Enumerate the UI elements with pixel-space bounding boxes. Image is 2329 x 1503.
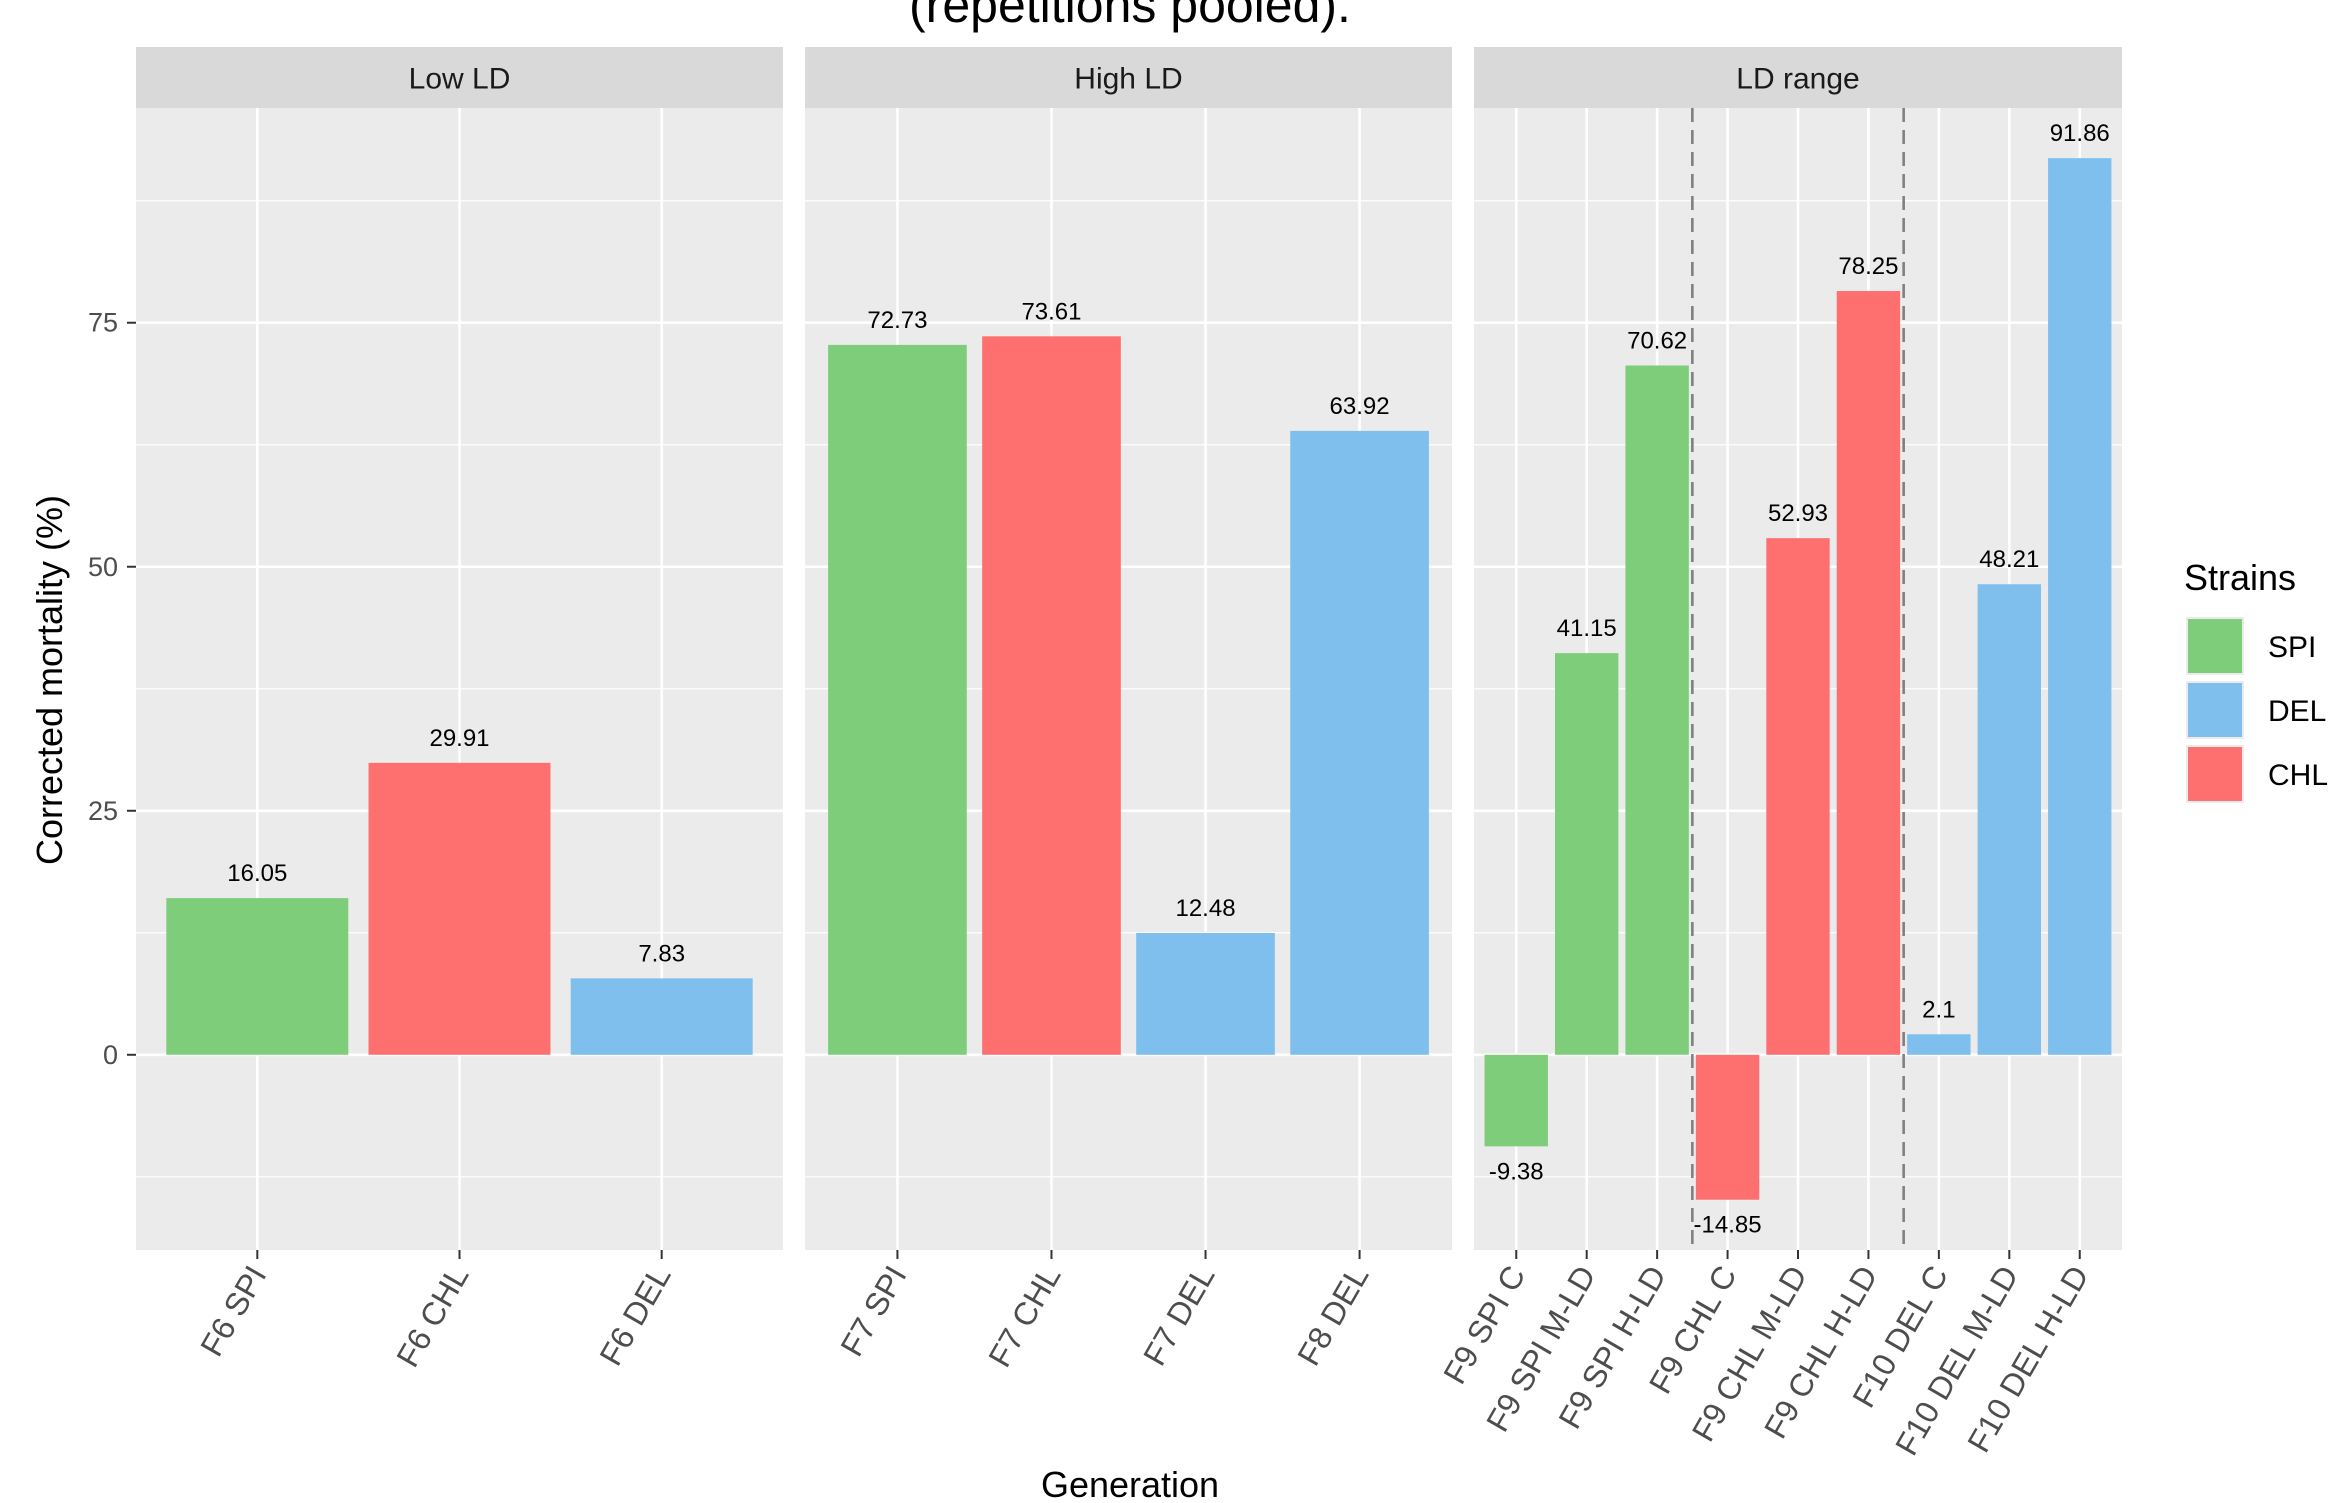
y-axis-title: Corrected mortality (%) xyxy=(29,495,70,865)
x-axis-title: Generation xyxy=(1041,1464,1219,1503)
facet-strip xyxy=(136,47,783,108)
y-tick-label: 25 xyxy=(88,796,118,826)
bar xyxy=(1484,1054,1548,1147)
bar-value-label: 7.83 xyxy=(638,940,685,967)
chart-title: (repetitions pooled). xyxy=(909,0,1351,33)
x-tick-label: F7 DEL xyxy=(1136,1260,1221,1372)
bar-value-label: -14.85 xyxy=(1694,1212,1762,1239)
bar-value-label: 52.93 xyxy=(1768,500,1828,527)
y-tick-label: 50 xyxy=(88,552,118,582)
legend-swatch xyxy=(2188,619,2242,673)
x-tick-label: F7 CHL xyxy=(981,1260,1067,1373)
bar xyxy=(1555,653,1619,1055)
bar-value-label: 29.91 xyxy=(429,725,489,752)
bar-value-label: 12.48 xyxy=(1175,895,1235,922)
y-tick-label: 75 xyxy=(88,308,118,338)
bar-value-label: 63.92 xyxy=(1330,393,1390,420)
facet-panel: Low LD 16.05 29.91 7.83 F6 SPI F6 CHL F6 DEL xyxy=(136,47,783,1373)
facet-panels: Low LD 16.05 29.91 7.83 F6 SPI F6 CHL F6 DEL Hi… xyxy=(136,47,2122,1461)
x-tick-label: F7 SPI xyxy=(833,1260,913,1363)
facet-strip-label: High LD xyxy=(1074,63,1182,96)
bar-value-label: 48.21 xyxy=(1979,546,2039,573)
bar xyxy=(1136,932,1275,1055)
facet-panel: High LD 72.73 73.61 12.48 63.92 F7 SPI F7 CHL F… xyxy=(805,47,1452,1373)
bar-value-label: 41.15 xyxy=(1557,615,1617,642)
bar xyxy=(1290,430,1429,1055)
x-tick-label: F6 SPI xyxy=(193,1260,273,1363)
bar-value-label: 2.1 xyxy=(1922,996,1955,1023)
bar-value-label: 73.61 xyxy=(1021,298,1081,325)
bar xyxy=(1977,584,2041,1055)
bar-value-label: 70.62 xyxy=(1627,327,1687,354)
x-tick-label: F6 DEL xyxy=(592,1260,677,1372)
facet-strip-label: LD range xyxy=(1736,63,1859,96)
bar xyxy=(2048,158,2112,1055)
bar-value-label: 91.86 xyxy=(2050,120,2110,147)
legend-swatch xyxy=(2188,747,2242,801)
facet-strip xyxy=(805,47,1452,108)
legend-label: SPI xyxy=(2268,631,2316,664)
facet-strip-label: Low LD xyxy=(409,63,511,96)
legend-label: DEL xyxy=(2268,695,2326,728)
bar xyxy=(166,898,349,1055)
legend-swatch xyxy=(2188,683,2242,737)
bar xyxy=(982,336,1121,1055)
bar-value-label: 16.05 xyxy=(227,860,287,887)
bar-value-label: 78.25 xyxy=(1838,253,1898,280)
legend: Strains SPI DEL CHL xyxy=(2184,557,2328,803)
bar-value-label: 72.73 xyxy=(867,307,927,334)
y-axis: 0 25 50 75 xyxy=(88,308,136,1070)
legend-title: Strains xyxy=(2184,557,2296,598)
bar xyxy=(570,978,753,1055)
bar xyxy=(1907,1034,1971,1055)
bar xyxy=(1695,1054,1760,1200)
bar xyxy=(368,762,551,1055)
legend-label: CHL xyxy=(2268,759,2328,792)
facet-panel: LD range -9.38 41.15 70.62 -14.85 52.93 78.25 2… xyxy=(1436,47,2122,1461)
bar xyxy=(828,344,967,1055)
bar xyxy=(1766,538,1830,1055)
bar-value-label: -9.38 xyxy=(1489,1158,1544,1185)
bar xyxy=(1625,365,1689,1055)
facet-strip xyxy=(1474,47,2122,108)
bar xyxy=(1836,291,1901,1055)
x-tick-label: F8 DEL xyxy=(1290,1260,1375,1372)
x-tick-label: F6 CHL xyxy=(389,1260,475,1373)
y-tick-label: 0 xyxy=(103,1040,118,1070)
